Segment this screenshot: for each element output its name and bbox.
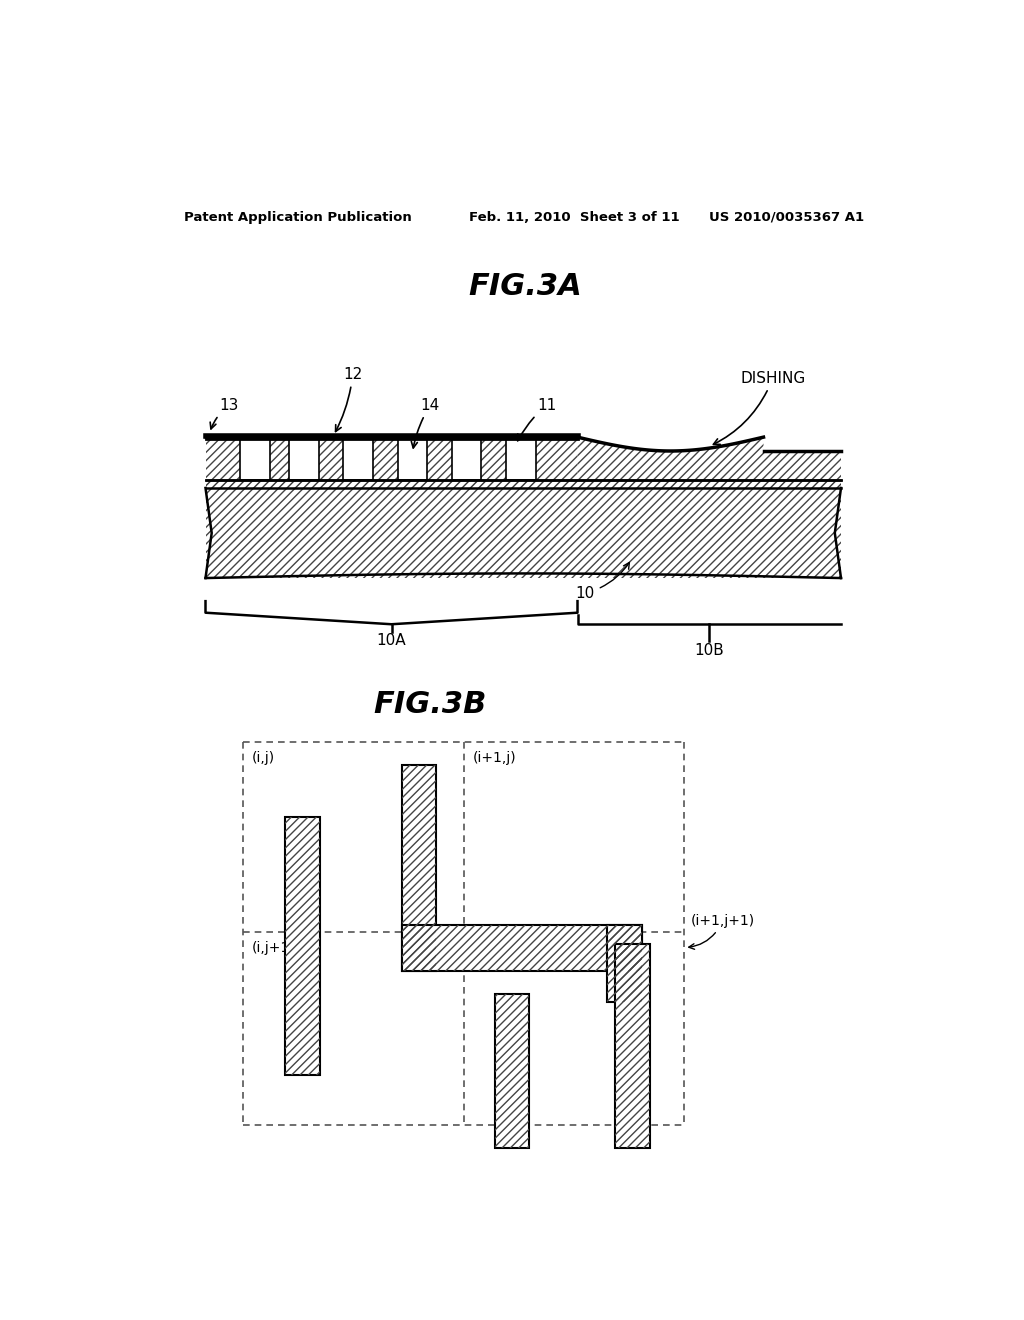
Polygon shape (578, 437, 841, 480)
Text: 13: 13 (210, 397, 239, 429)
Text: FIG.3A: FIG.3A (468, 272, 582, 301)
Text: Patent Application Publication: Patent Application Publication (183, 211, 412, 224)
Text: (i,j): (i,j) (252, 751, 275, 766)
Polygon shape (506, 440, 536, 480)
Polygon shape (286, 817, 321, 1074)
Text: 10: 10 (575, 562, 630, 601)
Text: 10B: 10B (694, 643, 724, 657)
Polygon shape (401, 924, 642, 970)
Polygon shape (397, 440, 427, 480)
Polygon shape (206, 437, 578, 480)
Text: 12: 12 (336, 367, 362, 432)
Polygon shape (614, 944, 649, 1148)
Text: FIG.3B: FIG.3B (374, 689, 487, 718)
Polygon shape (495, 994, 529, 1148)
Polygon shape (206, 480, 841, 488)
Polygon shape (289, 440, 318, 480)
Text: 11: 11 (518, 397, 556, 441)
Text: (i,j+1): (i,j+1) (252, 941, 296, 956)
Polygon shape (343, 440, 373, 480)
Text: 10A: 10A (377, 634, 407, 648)
Text: Feb. 11, 2010  Sheet 3 of 11: Feb. 11, 2010 Sheet 3 of 11 (469, 211, 680, 224)
Polygon shape (206, 488, 841, 578)
Polygon shape (452, 440, 481, 480)
Text: (i+1,j): (i+1,j) (473, 751, 516, 766)
Polygon shape (401, 766, 436, 970)
Text: DISHING: DISHING (714, 371, 806, 445)
Text: (i+1,j+1): (i+1,j+1) (689, 913, 755, 949)
Text: 14: 14 (412, 397, 440, 447)
Text: US 2010/0035367 A1: US 2010/0035367 A1 (710, 211, 864, 224)
Polygon shape (241, 440, 270, 480)
Polygon shape (607, 924, 642, 1002)
